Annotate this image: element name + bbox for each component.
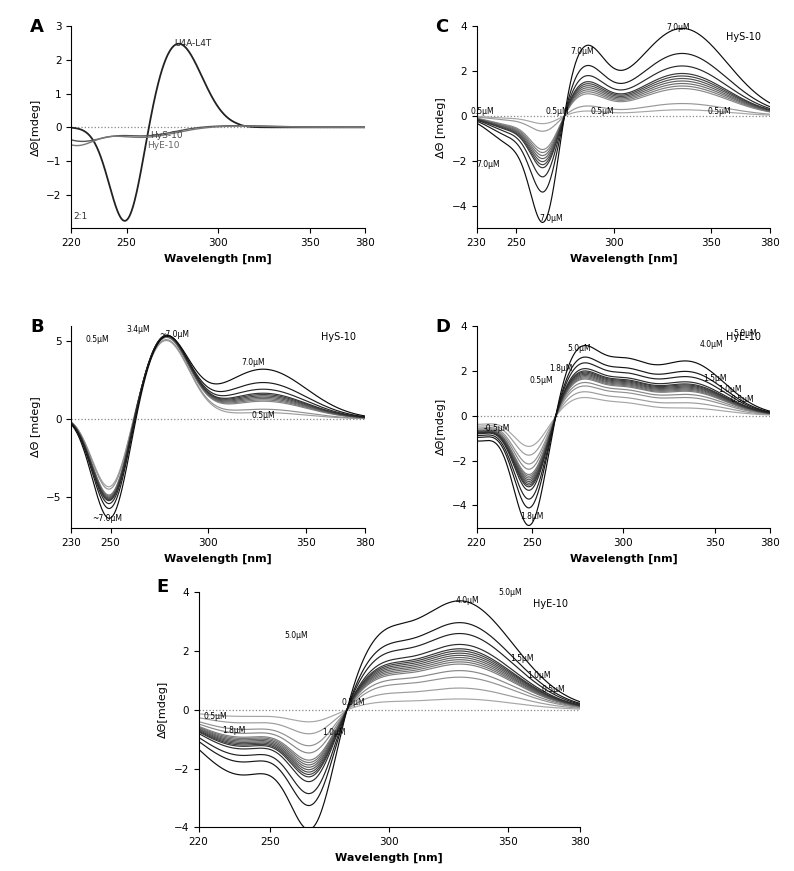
Text: 0.5μM: 0.5μM — [85, 335, 109, 344]
Text: 0.5μM: 0.5μM — [341, 699, 365, 707]
Text: HyS-10: HyS-10 — [322, 332, 357, 341]
Text: 0.5μM: 0.5μM — [529, 376, 553, 385]
Text: 4.0μM: 4.0μM — [700, 340, 723, 349]
Text: C: C — [435, 18, 449, 36]
Text: 2:1: 2:1 — [73, 212, 87, 221]
Text: ~7.0μM: ~7.0μM — [160, 330, 190, 339]
Text: 0.5μM: 0.5μM — [730, 395, 754, 404]
Y-axis label: ΔΘ[mdeg]: ΔΘ[mdeg] — [31, 98, 40, 156]
X-axis label: Wavelength [nm]: Wavelength [nm] — [335, 853, 443, 863]
Text: E: E — [156, 578, 169, 596]
X-axis label: Wavelength [nm]: Wavelength [nm] — [164, 553, 272, 564]
Text: 1.5μM: 1.5μM — [511, 654, 534, 664]
Text: 0.5μM: 0.5μM — [203, 712, 227, 721]
Text: 7.0μM: 7.0μM — [539, 213, 563, 223]
Text: 5.0μM: 5.0μM — [284, 631, 308, 640]
Text: 0.5μM: 0.5μM — [252, 411, 275, 420]
Text: HyE-10: HyE-10 — [727, 332, 761, 341]
Y-axis label: ΔΘ [mdeg]: ΔΘ [mdeg] — [31, 396, 40, 457]
Text: 7.0μM: 7.0μM — [570, 47, 594, 57]
Text: 0.5μM: 0.5μM — [707, 107, 731, 116]
Text: 5.0μM: 5.0μM — [734, 328, 757, 338]
Text: HyE-10: HyE-10 — [147, 140, 179, 150]
Text: 0.5μM: 0.5μM — [471, 107, 495, 116]
Text: 1.0μM: 1.0μM — [718, 385, 742, 394]
Text: 1.5μM: 1.5μM — [703, 374, 727, 382]
Text: 1.8μM: 1.8μM — [520, 512, 543, 522]
Text: HyS-10: HyS-10 — [150, 132, 183, 140]
Text: 7.0μM: 7.0μM — [666, 23, 690, 31]
Text: 4.0μM: 4.0μM — [456, 597, 480, 605]
Text: U4A-L4T: U4A-L4T — [174, 39, 211, 49]
Text: 7.0μM: 7.0μM — [476, 159, 500, 169]
X-axis label: Wavelength [nm]: Wavelength [nm] — [164, 253, 272, 264]
Text: A: A — [30, 18, 44, 36]
X-axis label: Wavelength [nm]: Wavelength [nm] — [569, 253, 677, 264]
Text: HyE-10: HyE-10 — [534, 599, 569, 610]
Text: HyS-10: HyS-10 — [727, 32, 761, 42]
Text: 7.0μM: 7.0μM — [241, 357, 265, 367]
Y-axis label: ΔΘ[mdeg]: ΔΘ[mdeg] — [158, 681, 168, 739]
Text: B: B — [30, 318, 44, 335]
Text: -0.5μM: -0.5μM — [484, 424, 511, 433]
Text: 5.0μM: 5.0μM — [499, 588, 522, 598]
Y-axis label: ΔΘ [mdeg]: ΔΘ [mdeg] — [436, 97, 446, 158]
Text: 1.0μM: 1.0μM — [527, 671, 551, 679]
Text: ~7.0μM: ~7.0μM — [91, 514, 121, 523]
Text: 0.5μM: 0.5μM — [542, 685, 565, 694]
Text: 1.0μM: 1.0μM — [322, 728, 346, 737]
Text: 3.4μM: 3.4μM — [126, 325, 150, 334]
Text: 1.8μM: 1.8μM — [549, 363, 572, 373]
Text: 5.0μM: 5.0μM — [568, 344, 592, 353]
X-axis label: Wavelength [nm]: Wavelength [nm] — [569, 553, 677, 564]
Text: 0.5μM: 0.5μM — [545, 107, 569, 116]
Text: D: D — [435, 318, 450, 335]
Text: 0.5μM: 0.5μM — [590, 107, 614, 116]
Text: 1.8μM: 1.8μM — [222, 726, 245, 735]
Y-axis label: ΔΘ[mdeg]: ΔΘ[mdeg] — [436, 398, 446, 456]
